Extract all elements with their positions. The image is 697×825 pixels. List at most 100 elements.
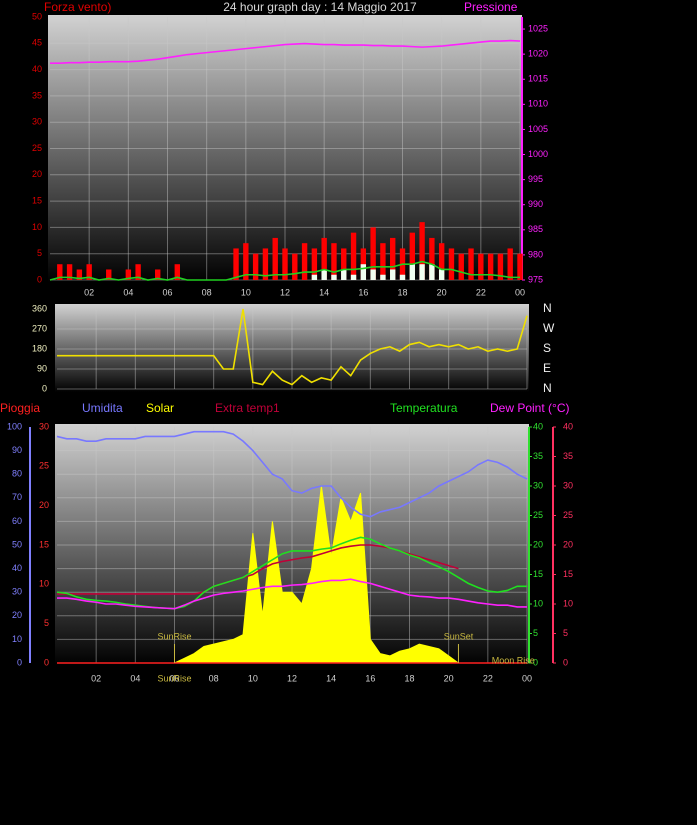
x-tick-label: 04 (130, 673, 140, 683)
line (57, 308, 528, 386)
x-tick-label: 20 (437, 287, 447, 297)
y-tick-label: 50 (12, 539, 22, 549)
bar (311, 274, 318, 280)
x-tick-label: 00 (522, 673, 532, 683)
x-tick-label: 04 (123, 287, 133, 297)
x-tick-label: 12 (280, 287, 290, 297)
bar (350, 274, 357, 280)
y2-tick-label: 5 (44, 618, 49, 628)
y-tick-label: 270 (32, 323, 47, 333)
y-tick-label: 100 (7, 421, 22, 431)
y4-tick-label: 30 (563, 480, 573, 490)
x-tick-label: 14 (326, 673, 336, 683)
x-tick-label: 16 (358, 287, 368, 297)
bar (478, 253, 484, 280)
bar (155, 269, 161, 280)
bar (301, 243, 308, 280)
y2-tick-label: W (543, 321, 555, 335)
bar (76, 269, 83, 280)
bar (497, 253, 504, 280)
line (56, 536, 527, 610)
bar (370, 269, 376, 280)
bar (429, 264, 435, 280)
bar (419, 264, 425, 280)
bar (390, 269, 396, 280)
y3-tick-label: 20 (533, 539, 543, 549)
y2-tick-label: 1005 (528, 124, 548, 134)
x-tick-label: 22 (476, 287, 486, 297)
legend-entry: Temperatura (390, 401, 458, 415)
bar (282, 248, 288, 280)
bar (487, 253, 494, 280)
bar (399, 274, 406, 280)
y-tick-label: 5 (37, 248, 42, 258)
bar (292, 253, 298, 280)
annotation: Moon Rise (492, 655, 535, 665)
x-tick-label: 18 (397, 287, 407, 297)
bar (419, 222, 425, 280)
y4-tick-label: 5 (563, 628, 568, 638)
x-tick-label: 00 (515, 287, 525, 297)
y-tick-label: 30 (32, 117, 42, 127)
y-tick-label: 90 (37, 363, 47, 373)
y4-tick-label: 25 (563, 510, 573, 520)
y-axis-label: Forza vento) (44, 0, 111, 14)
bar (468, 248, 474, 280)
bar (86, 264, 92, 280)
y4-tick-label: 40 (563, 421, 573, 431)
y-tick-label: 40 (12, 563, 22, 573)
bar (321, 237, 327, 280)
y3-tick-label: 15 (533, 569, 543, 579)
x-tick-label: 02 (91, 673, 101, 683)
y2-tick-label: N (543, 301, 552, 315)
y-tick-label: 0 (17, 657, 22, 667)
legend-entry: Pioggia (0, 401, 40, 415)
y2-tick-label: 975 (528, 274, 543, 284)
y2-tick-label: 1000 (528, 149, 548, 159)
bar (233, 248, 239, 280)
x-tick-label: 10 (248, 673, 258, 683)
y-tick-label: 70 (12, 492, 22, 502)
y3-tick-label: 5 (533, 628, 538, 638)
y3-tick-label: 10 (533, 598, 543, 608)
bar (390, 237, 396, 280)
y2-tick-label: 985 (528, 224, 543, 234)
y2-tick-label: 1020 (528, 49, 548, 59)
y-tick-label: 20 (32, 169, 42, 179)
x-tick-label: 08 (209, 673, 219, 683)
x-tick-label: 06 (169, 673, 179, 683)
bar (380, 274, 386, 280)
bar (409, 232, 415, 280)
y3-tick-label: 25 (533, 510, 543, 520)
x-tick-label: 22 (483, 673, 493, 683)
bar (66, 264, 73, 280)
x-tick-label: 14 (319, 287, 329, 297)
y2-tick-label: 1015 (528, 74, 548, 84)
bar (448, 248, 455, 280)
x-tick-label: 02 (84, 287, 94, 297)
y2-tick-label: 10 (39, 579, 49, 589)
bar (57, 264, 63, 280)
y-tick-label: 80 (12, 469, 22, 479)
bar (125, 269, 132, 280)
y-tick-label: 0 (42, 383, 47, 393)
bar (458, 253, 464, 280)
y4-tick-label: 0 (563, 657, 568, 667)
line (56, 430, 528, 518)
y4-tick-label: 20 (563, 539, 573, 549)
y-tick-label: 360 (32, 303, 47, 313)
y-tick-label: 60 (12, 516, 22, 526)
y4-tick-label: 10 (563, 598, 573, 608)
y3-tick-label: 0 (533, 657, 538, 667)
line (49, 260, 520, 281)
y-tick-label: 35 (32, 90, 42, 100)
y3-tick-label: 30 (533, 480, 543, 490)
bar (370, 227, 376, 280)
bar (252, 253, 259, 280)
y-tick-label: 25 (32, 143, 42, 153)
y-tick-label: 40 (32, 64, 42, 74)
y2-tick-label: 25 (39, 461, 49, 471)
y2-tick-label: E (543, 361, 551, 375)
bar (438, 269, 445, 280)
